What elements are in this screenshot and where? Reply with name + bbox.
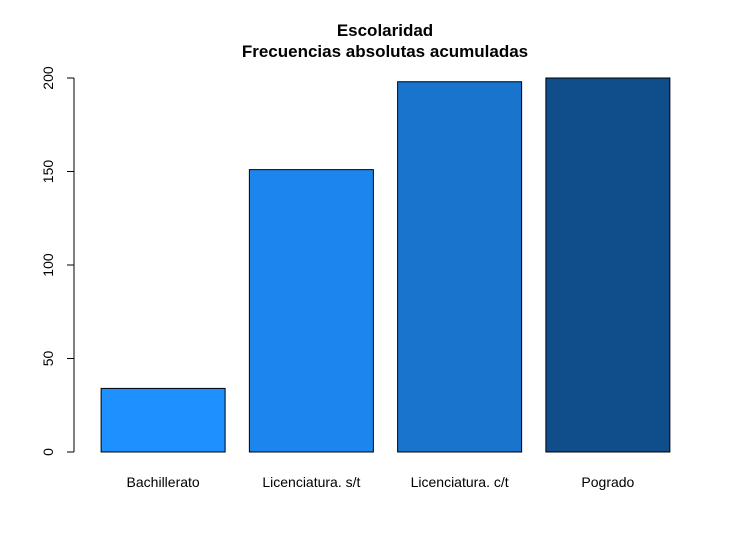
bar-pogrado xyxy=(545,77,671,453)
y-axis: 0 50 100 150 200 xyxy=(40,66,75,456)
y-tick-label: 50 xyxy=(40,351,56,367)
bar-licenciatura-c-t xyxy=(397,81,523,453)
x-tick-label: Licenciatura. c/t xyxy=(411,474,509,490)
bar-bachillerato xyxy=(100,387,226,453)
x-tick-label: Pogrado xyxy=(581,474,634,490)
y-tick-label: 0 xyxy=(40,448,56,456)
chart-title: Escolaridad xyxy=(337,21,433,40)
y-tick-label: 100 xyxy=(40,253,56,277)
y-tick-label: 150 xyxy=(40,160,56,184)
x-tick-label: Bachillerato xyxy=(127,474,200,490)
chart-subtitle: Frecuencias absolutas acumuladas xyxy=(242,42,528,61)
x-tick-label: Licenciatura. s/t xyxy=(262,474,360,490)
bar-licenciatura-s-t xyxy=(248,169,374,453)
y-tick-label: 200 xyxy=(40,66,56,90)
bars-group xyxy=(100,77,671,453)
x-axis-labels: Bachillerato Licenciatura. s/t Licenciatur… xyxy=(127,474,635,490)
